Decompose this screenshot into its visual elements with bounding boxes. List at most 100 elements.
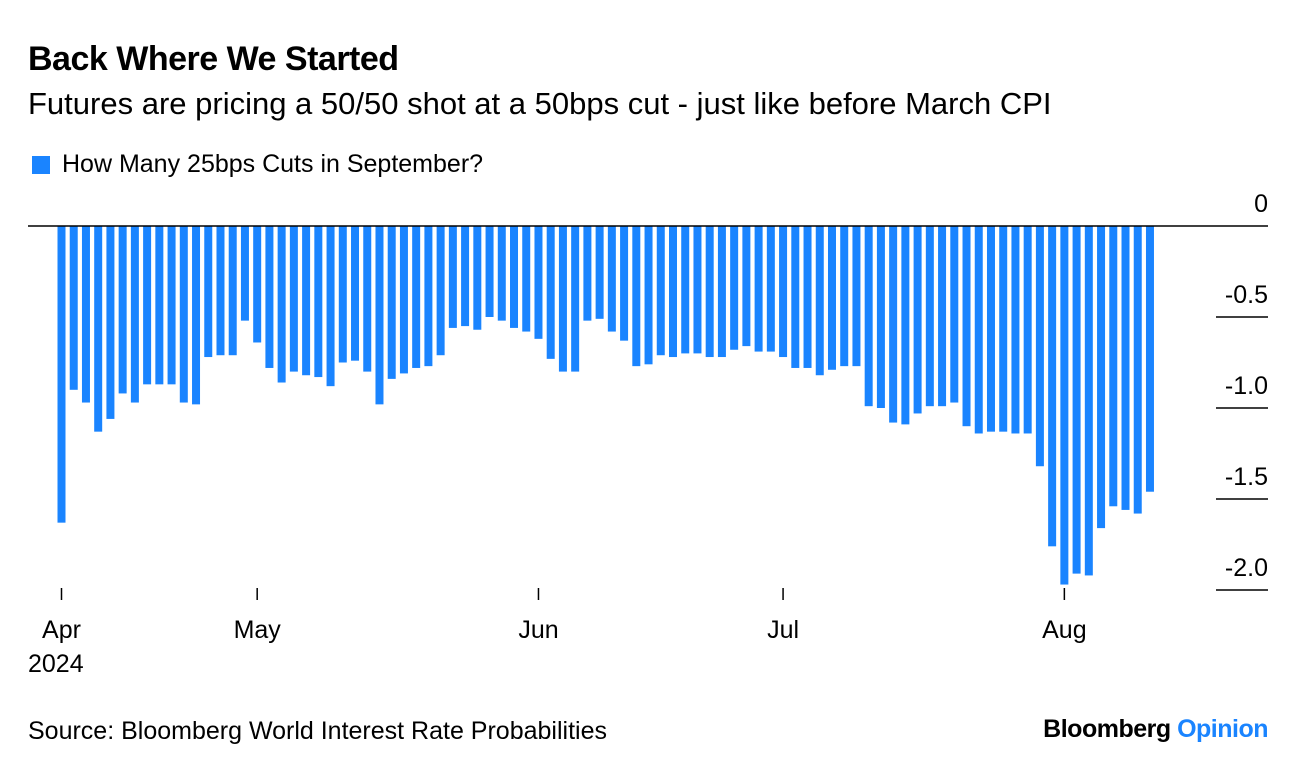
bar: [240, 226, 249, 321]
bar: [338, 226, 347, 363]
source-note: Source: Bloomberg World Interest Rate Pr…: [28, 717, 607, 745]
bar: [632, 226, 641, 367]
bar: [167, 226, 176, 385]
bar: [595, 226, 604, 319]
bar: [228, 226, 237, 356]
bar: [363, 226, 372, 372]
chart-subtitle: Futures are pricing a 50/50 shot at a 50…: [28, 86, 1052, 121]
bar: [302, 226, 311, 376]
bar: [583, 226, 592, 321]
bar: [1097, 226, 1106, 529]
bar: [717, 226, 726, 358]
bloomberg-opinion-logo: Bloomberg Opinion: [1043, 715, 1268, 744]
bar: [938, 226, 947, 407]
bar: [155, 226, 164, 385]
bar: [1133, 226, 1142, 514]
bar: [950, 226, 959, 403]
bar: [620, 226, 629, 341]
y-tick-label: -1.0: [1225, 372, 1268, 400]
bar: [424, 226, 433, 367]
bar: [1145, 226, 1154, 492]
x-tick-label: Apr: [42, 616, 81, 644]
bar: [1072, 226, 1081, 574]
legend: How Many 25bps Cuts in September?: [32, 150, 483, 179]
bar: [130, 226, 139, 403]
bar: [485, 226, 494, 317]
bar: [571, 226, 580, 372]
bar: [827, 226, 836, 370]
bar: [876, 226, 885, 408]
bar: [1011, 226, 1020, 434]
bar: [314, 226, 323, 378]
bar: [534, 226, 543, 339]
y-tick-label: -0.5: [1225, 281, 1268, 309]
bar: [913, 226, 922, 414]
bar: [351, 226, 360, 361]
bar: [253, 226, 262, 343]
y-tick-label: 0: [1254, 190, 1268, 218]
x-tick-sublabel: 2024: [28, 650, 84, 678]
y-tick-label: -1.5: [1225, 463, 1268, 491]
bar: [669, 226, 677, 358]
logo-section: Opinion: [1177, 715, 1268, 743]
bar: [1060, 226, 1069, 585]
bar: [57, 226, 66, 523]
bar: [118, 226, 127, 394]
bar: [473, 226, 482, 330]
bar: [510, 226, 519, 328]
bar: [1023, 226, 1032, 434]
bar: [852, 226, 861, 367]
bar: [436, 226, 445, 356]
bar: [779, 226, 788, 358]
x-tick-label: Aug: [1042, 616, 1086, 644]
bar: [277, 226, 286, 383]
bar: [925, 226, 934, 407]
bar: [69, 226, 78, 390]
bar: [742, 226, 751, 347]
legend-swatch: [32, 155, 50, 174]
bar: [766, 226, 775, 352]
bar: [791, 226, 800, 368]
bar: [1084, 226, 1093, 576]
bar: [999, 226, 1008, 432]
bar: [1109, 226, 1118, 507]
bar: [399, 226, 408, 374]
bar: [730, 226, 739, 350]
x-tick-label: Jul: [767, 616, 799, 644]
bar: [143, 226, 152, 385]
bar: [974, 226, 983, 434]
bar: [387, 226, 396, 379]
bar: [864, 226, 873, 407]
bar: [901, 226, 910, 425]
bar: [289, 226, 298, 372]
bar: [693, 226, 702, 354]
bar: [644, 226, 653, 365]
bar: [558, 226, 567, 372]
bar: [461, 226, 470, 327]
bar: [204, 226, 213, 358]
bar: [681, 226, 690, 354]
bar: [106, 226, 115, 419]
chart-title: Back Where We Started: [28, 40, 399, 78]
bar: [81, 226, 90, 403]
bar: [840, 226, 849, 367]
bar: [1035, 226, 1044, 467]
bar: [656, 226, 665, 356]
bar: [412, 226, 421, 368]
bar: [803, 226, 812, 368]
bar: [94, 226, 103, 432]
bar: [754, 226, 763, 352]
bar: [1121, 226, 1130, 510]
bar: [375, 226, 384, 405]
bar: [216, 226, 225, 356]
bar: [522, 226, 531, 332]
legend-label: How Many 25bps Cuts in September?: [62, 150, 484, 178]
bar: [192, 226, 201, 405]
bar: [962, 226, 971, 427]
x-tick-label: May: [234, 616, 282, 644]
bar: [815, 226, 824, 376]
bar: [265, 226, 274, 368]
y-tick-label: -2.0: [1225, 554, 1268, 582]
bar: [326, 226, 335, 387]
